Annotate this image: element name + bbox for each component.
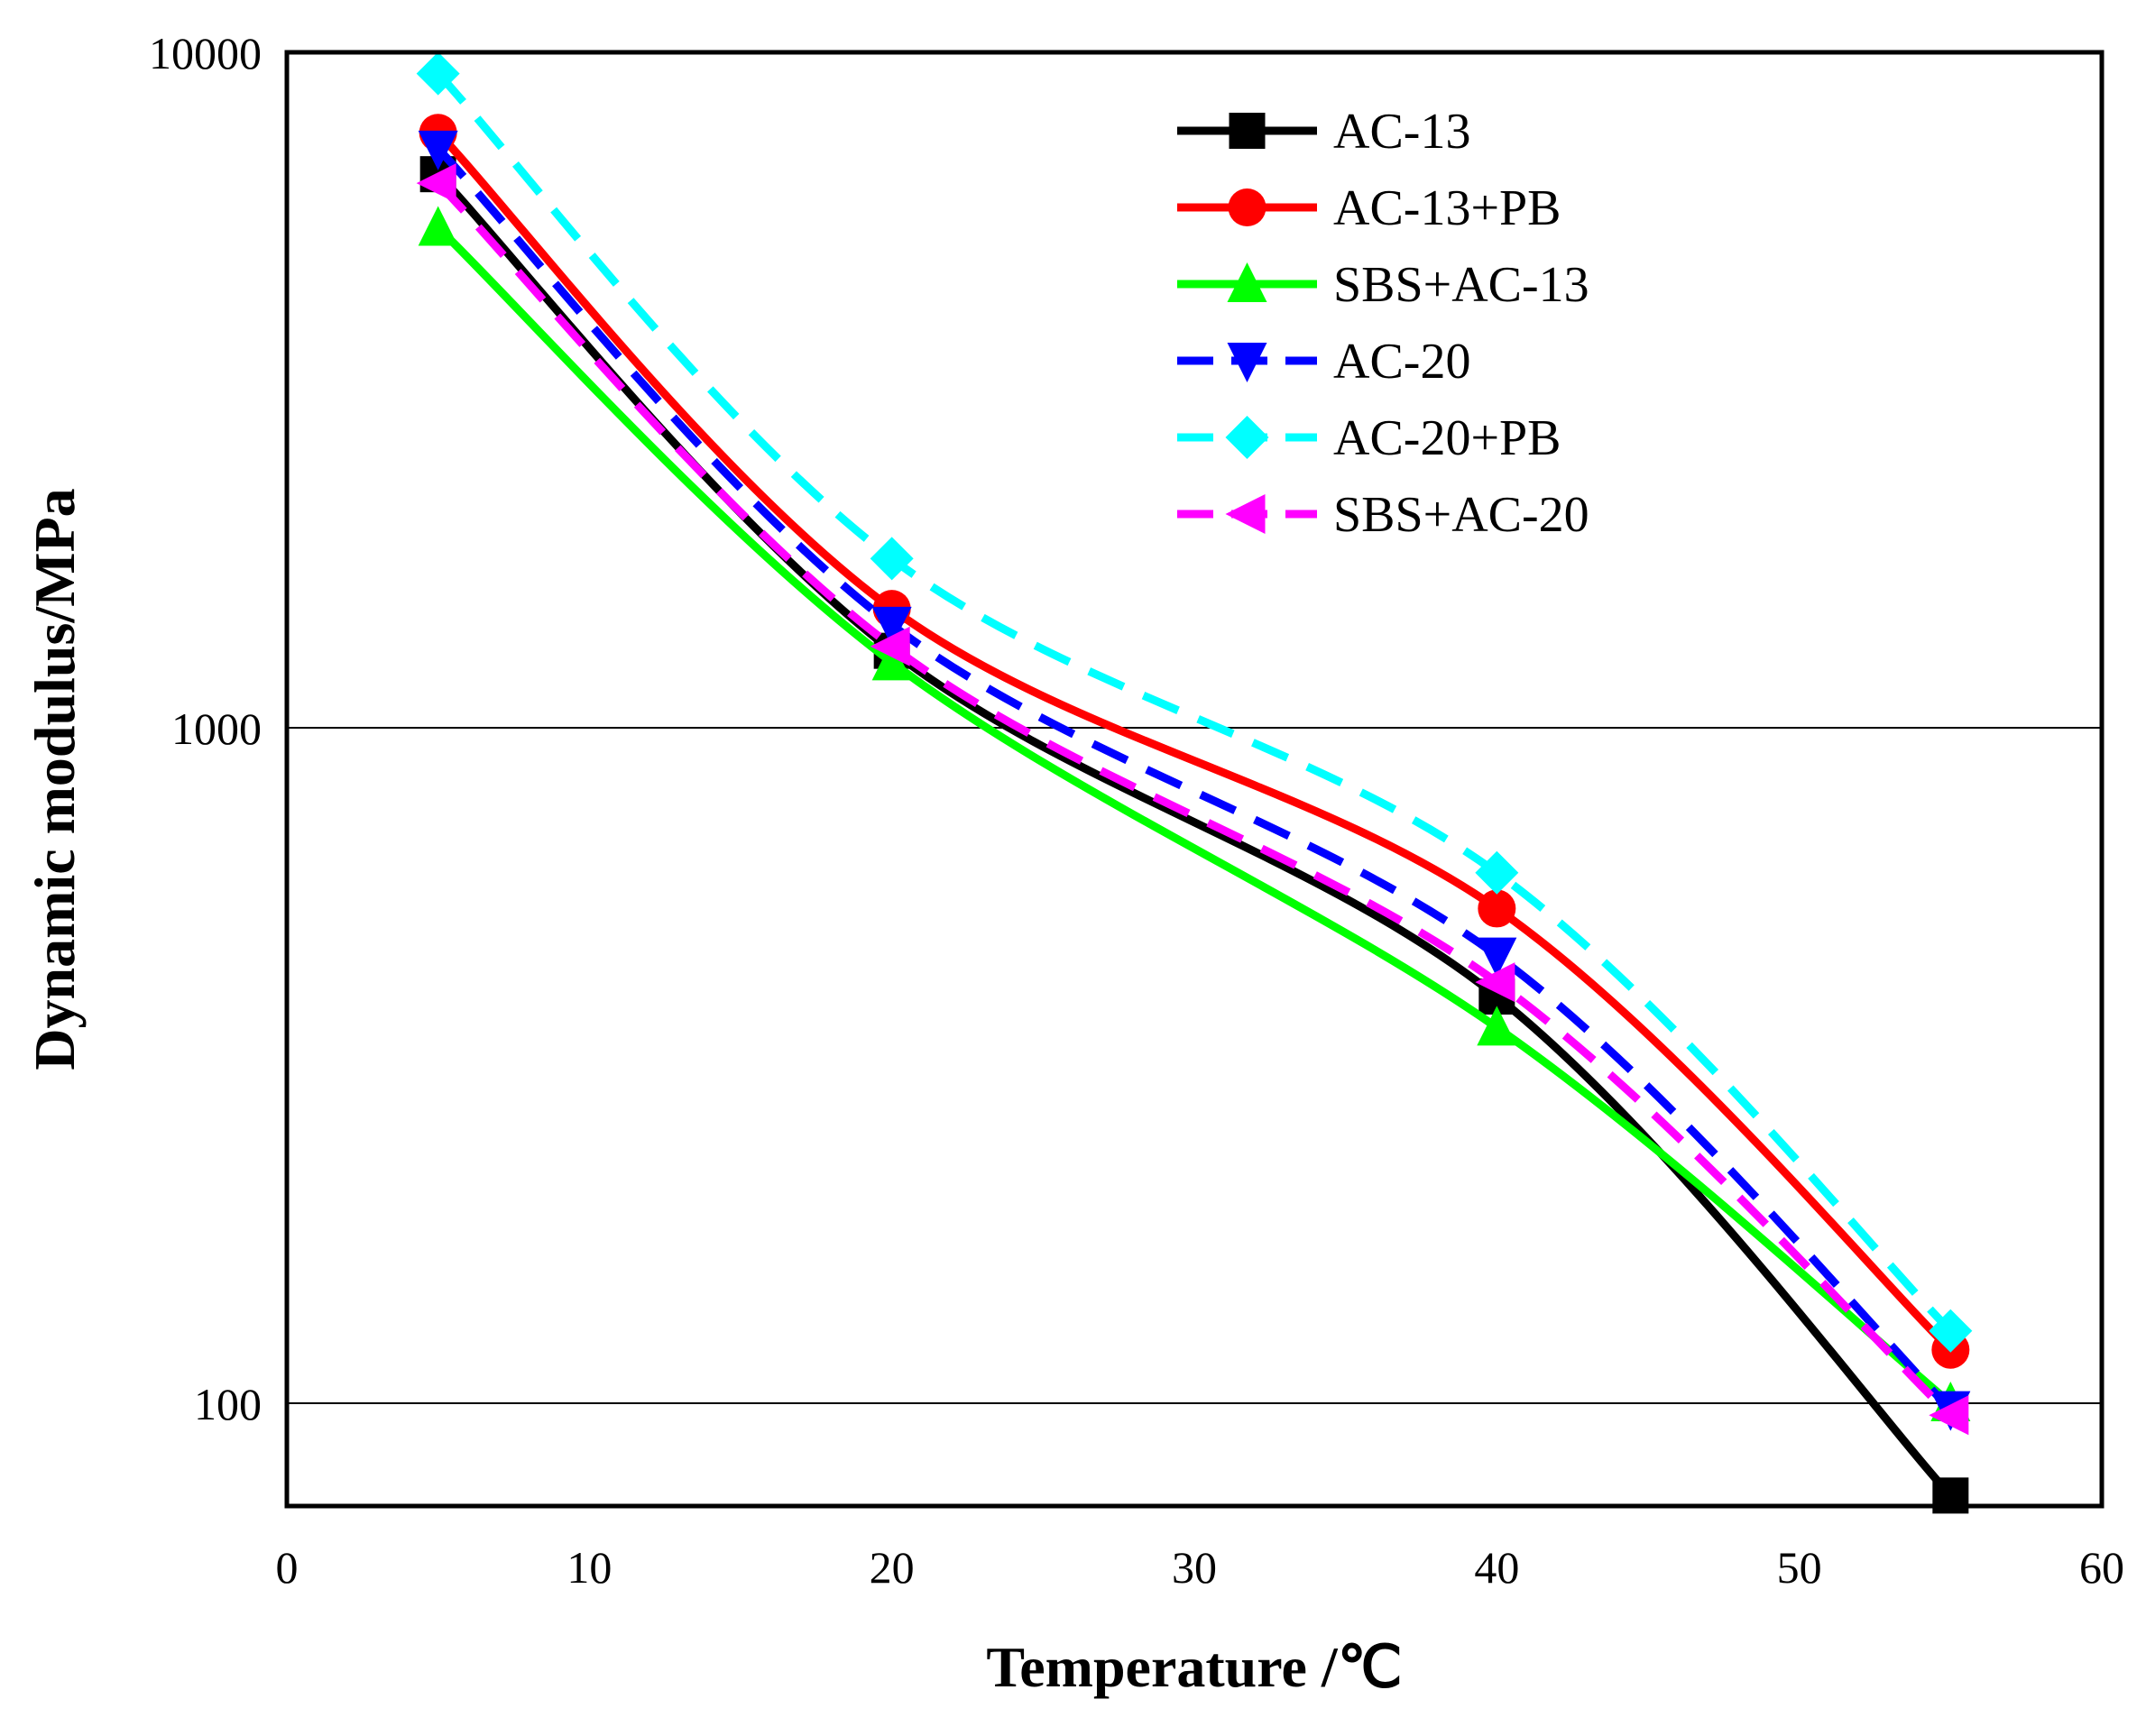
series-line: [435, 171, 1954, 1499]
series-line: [435, 130, 1954, 1353]
data-point: [1477, 1006, 1517, 1046]
data-point: [871, 606, 912, 647]
y-axis-label: Dynamic modulus/MPa: [23, 488, 87, 1070]
legend-label: AC-13+PB: [1333, 180, 1561, 236]
data-point: [1475, 850, 1519, 895]
x-tick-label: 60: [2079, 1542, 2124, 1593]
legend-entry: SBS+AC-13: [1177, 257, 1589, 313]
series-AC-20+PB: [416, 51, 1973, 1353]
legend-marker: [1227, 343, 1267, 382]
plot-frame: [284, 50, 2105, 1509]
x-axis-ticks: 0 10 20 30 40 50 60: [276, 1542, 2125, 1593]
legend-entry: AC-13+PB: [1177, 180, 1561, 236]
legend-label: AC-20+PB: [1333, 410, 1561, 466]
x-tick-label: 50: [1777, 1542, 1822, 1593]
x-tick-label: 30: [1172, 1542, 1217, 1593]
y-tick-label: 10000: [149, 28, 262, 78]
series-line: [435, 145, 1954, 1412]
data-point: [1929, 1309, 1973, 1353]
legend-entry: AC-13: [1177, 104, 1470, 160]
data-point: [418, 206, 458, 246]
series-line: [435, 180, 1954, 1419]
legend-marker: [1225, 494, 1266, 534]
legend-label: AC-20: [1333, 334, 1470, 390]
x-tick-label: 0: [276, 1542, 299, 1593]
legend-entry: SBS+AC-20: [1177, 487, 1589, 543]
series-layer: [416, 51, 1973, 1514]
legend-marker: [1229, 113, 1266, 149]
legend-marker: [1225, 416, 1269, 459]
series-line: [435, 225, 1954, 1407]
data-point: [1478, 889, 1516, 928]
data-point: [871, 640, 912, 681]
legend-entry: AC-20: [1177, 334, 1470, 390]
legend-entry: AC-20+PB: [1177, 410, 1561, 466]
y-axis-ticks: 100 1000 10000: [149, 28, 262, 1429]
legend: AC-13 AC-13+PB SBS+AC-13 AC-20 AC-20+PB SBS+A…: [1177, 104, 1589, 543]
y-tick-label: 100: [194, 1379, 262, 1429]
x-tick-label: 20: [870, 1542, 915, 1593]
gridlines: [287, 727, 2102, 1404]
x-tick-label: 40: [1474, 1542, 1519, 1593]
data-point: [1475, 962, 1515, 1003]
data-point: [870, 537, 914, 581]
data-point: [418, 130, 458, 170]
data-point: [870, 626, 910, 666]
legend-marker: [1228, 188, 1266, 226]
data-point: [1929, 1395, 1969, 1436]
legend-marker: [1227, 262, 1267, 302]
y-tick-label: 1000: [171, 703, 262, 754]
legend-label: SBS+AC-20: [1333, 487, 1589, 543]
series-line: [435, 70, 1954, 1334]
legend-label: SBS+AC-13: [1333, 257, 1589, 313]
legend-label: AC-13: [1333, 104, 1470, 160]
x-tick-label: 10: [566, 1542, 612, 1593]
data-point: [1477, 937, 1517, 978]
x-axis-label: Temperature /℃: [986, 1635, 1402, 1699]
data-point: [416, 51, 460, 96]
series-SBS+AC-20: [416, 163, 1969, 1436]
data-point: [416, 163, 456, 204]
